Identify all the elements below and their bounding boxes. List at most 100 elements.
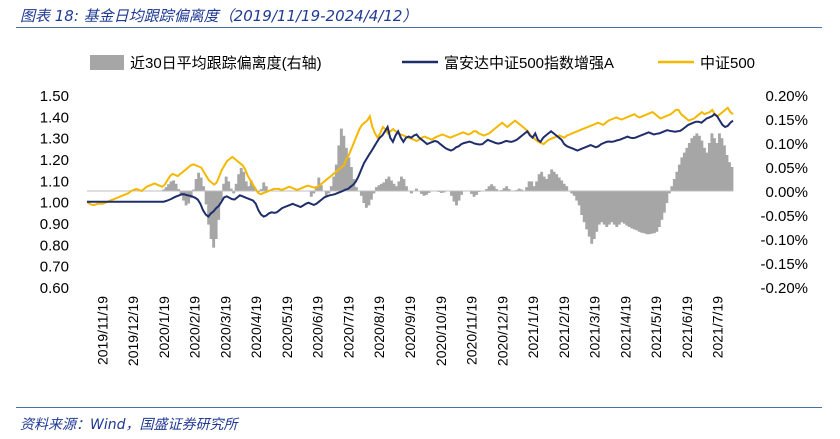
deviation-bar bbox=[379, 183, 383, 191]
deviation-bar bbox=[475, 191, 479, 195]
x-axis-ticks: 2019/11/19 2019/12/19 2020/1/19 2020/2/19 20… bbox=[94, 296, 725, 366]
deviation-bar bbox=[362, 191, 366, 203]
deviation-bar bbox=[525, 187, 529, 191]
deviation-bar bbox=[239, 167, 243, 191]
right-tick-label: 0.05% bbox=[765, 160, 808, 177]
legend-label-bar: 近30日平均跟踪偏离度(右轴) bbox=[130, 55, 322, 72]
deviation-bar bbox=[207, 191, 211, 225]
series-line-fund bbox=[87, 112, 734, 219]
deviation-bar bbox=[212, 191, 216, 248]
deviation-bar bbox=[527, 181, 531, 191]
deviation-bar bbox=[354, 187, 358, 191]
deviation-bar bbox=[314, 186, 318, 191]
deviation-bar bbox=[420, 191, 423, 194]
deviation-bar bbox=[324, 191, 328, 197]
deviation-bar bbox=[592, 191, 596, 239]
deviation-bar bbox=[715, 143, 719, 191]
deviation-bar bbox=[262, 182, 266, 191]
deviation-bar bbox=[725, 155, 729, 191]
deviation-bar bbox=[625, 191, 629, 226]
left-axis-ticks: 1.50 1.40 1.30 1.20 1.10 1.00 0.90 0.80 0.70 0.60 bbox=[40, 88, 69, 297]
deviation-bar bbox=[577, 191, 581, 206]
deviation-bar bbox=[182, 191, 186, 201]
deviation-bar bbox=[427, 191, 431, 193]
deviation-bar bbox=[177, 189, 181, 191]
deviation-bar bbox=[252, 186, 256, 191]
deviation-bar bbox=[560, 180, 564, 191]
deviation-bar bbox=[502, 188, 506, 191]
right-tick-label: -0.05% bbox=[760, 208, 808, 225]
deviation-bar bbox=[174, 183, 178, 191]
x-tick-label: 2020/10/19 bbox=[433, 296, 449, 366]
deviation-bar bbox=[392, 183, 396, 191]
deviation-bar bbox=[194, 179, 198, 191]
x-tick-label: 2019/12/19 bbox=[125, 296, 141, 366]
deviation-bar bbox=[650, 191, 654, 234]
legend-swatch-bar bbox=[90, 55, 124, 70]
source-note: 资料来源：Wind，国盛证券研究所 bbox=[20, 417, 238, 433]
x-tick-label: 2021/4/19 bbox=[617, 296, 633, 358]
deviation-bar bbox=[542, 176, 546, 191]
deviation-bar bbox=[582, 191, 586, 223]
deviation-bar bbox=[485, 189, 489, 191]
deviation-bar bbox=[222, 183, 226, 191]
left-tick-label: 1.30 bbox=[40, 131, 69, 148]
x-tick-label: 2021/6/19 bbox=[679, 296, 695, 358]
x-tick-label: 2021/2/19 bbox=[556, 296, 572, 358]
deviation-bar bbox=[442, 191, 446, 193]
legend: 近30日平均跟踪偏离度(右轴) 富安达中证500指数增强A 中证500 bbox=[90, 54, 755, 72]
deviation-bar bbox=[730, 167, 734, 191]
deviation-bar bbox=[192, 189, 196, 191]
x-tick-label: 2021/3/19 bbox=[587, 296, 603, 358]
deviation-bar bbox=[259, 189, 263, 191]
deviation-bar bbox=[495, 189, 499, 191]
deviation-bar bbox=[369, 191, 373, 200]
deviation-bar bbox=[387, 176, 391, 191]
deviation-bar bbox=[617, 191, 621, 225]
right-tick-label: -0.20% bbox=[760, 280, 808, 297]
deviation-bar bbox=[189, 191, 193, 199]
deviation-bar bbox=[707, 143, 711, 191]
deviation-bar bbox=[702, 147, 706, 191]
deviation-bar bbox=[697, 135, 701, 191]
deviation-bar bbox=[219, 191, 223, 201]
left-tick-label: 0.70 bbox=[40, 259, 69, 276]
deviation-bar bbox=[232, 191, 236, 194]
deviation-bar bbox=[620, 191, 624, 223]
deviation-bar bbox=[722, 145, 726, 191]
series-line-index bbox=[86, 106, 734, 206]
deviation-bar bbox=[162, 189, 166, 191]
deviation-bar bbox=[399, 176, 403, 191]
deviation-bar bbox=[667, 191, 671, 194]
deviation-bar bbox=[562, 183, 566, 191]
x-tick-label: 2020/3/19 bbox=[217, 296, 233, 358]
figure-title: 图表 18: 基金日均跟踪偏离度（2019/11/19-2024/4/12） bbox=[20, 7, 418, 25]
deviation-bar bbox=[374, 187, 378, 191]
deviation-bar bbox=[520, 189, 524, 191]
deviation-bar bbox=[565, 186, 569, 191]
deviation-bar bbox=[457, 191, 461, 201]
deviation-bar bbox=[505, 186, 509, 191]
deviation-bar bbox=[550, 169, 554, 191]
deviation-bar bbox=[319, 185, 323, 191]
deviation-bar bbox=[647, 191, 651, 235]
deviation-bar bbox=[665, 191, 669, 203]
deviation-bar bbox=[492, 186, 496, 191]
left-tick-label: 1.10 bbox=[40, 173, 69, 190]
deviation-bar bbox=[167, 184, 171, 191]
deviation-bar bbox=[660, 191, 664, 220]
deviation-bar bbox=[662, 191, 666, 213]
left-tick-label: 1.50 bbox=[40, 88, 69, 105]
deviation-bar bbox=[552, 171, 556, 191]
deviation-bar bbox=[227, 181, 231, 191]
deviation-bar bbox=[415, 188, 418, 191]
deviation-bar bbox=[507, 189, 511, 191]
deviation-bar bbox=[425, 191, 428, 195]
deviation-bar bbox=[547, 174, 551, 191]
deviation-bar bbox=[179, 191, 183, 195]
deviation-bar bbox=[244, 181, 248, 191]
deviation-bar bbox=[612, 191, 616, 225]
deviation-bar bbox=[657, 191, 661, 227]
deviation-bar bbox=[610, 191, 614, 223]
deviation-bar bbox=[590, 191, 594, 244]
